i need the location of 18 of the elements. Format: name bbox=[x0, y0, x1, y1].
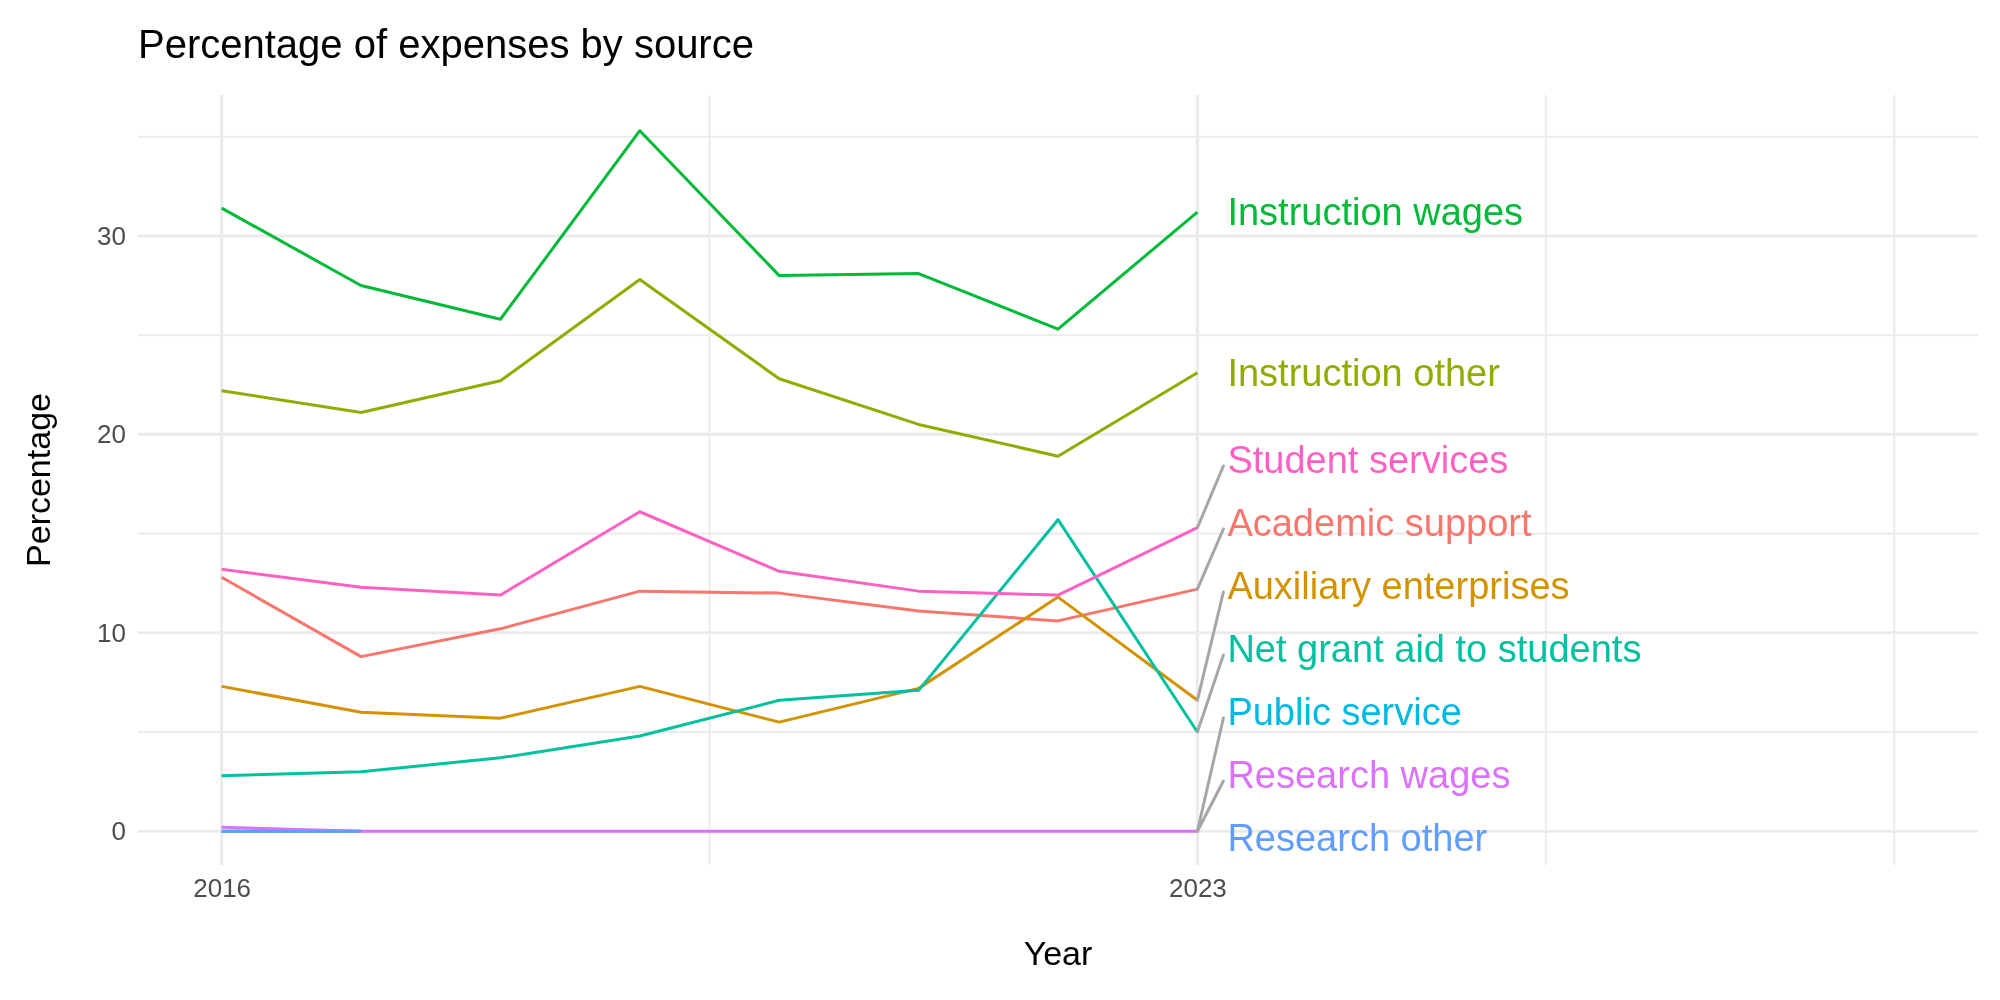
text: Auxiliary enterprises bbox=[1227, 565, 1570, 608]
series-label: Instruction wages bbox=[1227, 191, 1524, 234]
x-axis-title: Year bbox=[1023, 934, 1093, 972]
text: Research other bbox=[1227, 817, 1488, 860]
series-label: Research wages bbox=[1227, 754, 1511, 797]
x-tick-label: 2016 bbox=[193, 873, 252, 904]
y-tick-label: 10 bbox=[97, 617, 126, 648]
chart-title: Percentage of expenses by source bbox=[138, 22, 754, 66]
x-tick-label: 2023 bbox=[1168, 873, 1227, 904]
y-tick-label: 20 bbox=[97, 419, 126, 450]
series-label: Net grant aid to students bbox=[1227, 628, 1642, 671]
series-label: Academic support bbox=[1227, 502, 1532, 545]
series-label: Student services bbox=[1227, 439, 1509, 482]
series-label: Instruction other bbox=[1227, 352, 1501, 395]
text: Public service bbox=[1227, 691, 1462, 734]
y-tick-label: 0 bbox=[111, 816, 126, 847]
y-axis-title: Percentage bbox=[19, 393, 57, 567]
y-tick-label: 30 bbox=[97, 220, 126, 251]
